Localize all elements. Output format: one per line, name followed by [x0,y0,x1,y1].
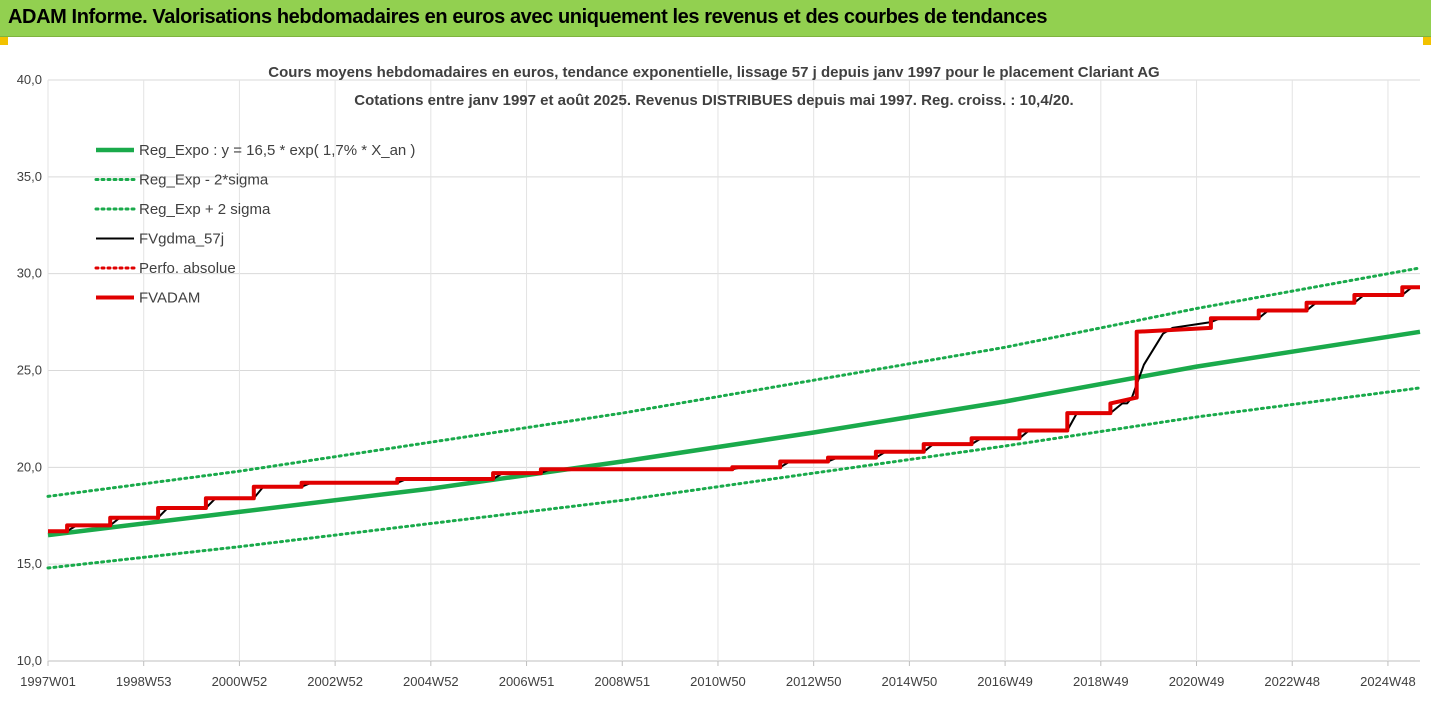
grid [47,79,1420,662]
legend-label-4: Perfo. absolue [139,260,236,277]
series-line-0 [47,329,1421,538]
y-tick-label: 35,0 [17,169,42,184]
x-tick-label: 2022W48 [1264,674,1320,689]
x-axis: 1997W01 1998W53 2000W52 2002W52 2004W52 2006W… [20,661,1416,689]
x-tick-label: 2014W50 [882,674,938,689]
x-tick-label: 2000W52 [212,674,268,689]
y-tick-label: 20,0 [17,459,42,474]
x-tick-label: 2010W50 [690,674,746,689]
series-line-1 [46,386,1422,570]
series-line-2 [46,266,1422,498]
x-tick-label: 2020W49 [1169,674,1225,689]
chart-title-line1: Cours moyens hebdomadaires en euros, ten… [268,64,1159,81]
x-tick-label: 1997W01 [20,674,76,689]
x-tick-label: 2004W52 [403,674,459,689]
y-tick-label: 40,0 [17,72,42,87]
legend: Reg_Expo : y = 16,5 * exp( 1,7% * X_an )… [94,142,415,307]
y-tick-label: 15,0 [17,556,42,571]
legend-label-3: FVgdma_57j [139,231,224,248]
chart-area: 10,0 15,0 20,0 25,0 30,0 35,0 40,0 1997W01 1998… [0,37,1431,718]
x-tick-label: 2016W49 [977,674,1033,689]
legend-label-1: Reg_Exp - 2*sigma [139,172,269,189]
x-tick-label: 2006W51 [499,674,555,689]
series-line-5 [48,285,1420,534]
y-axis: 10,0 15,0 20,0 25,0 30,0 35,0 40,0 [17,72,42,668]
report-banner: ADAM Informe. Valorisations hebdomadaire… [0,0,1431,37]
y-tick-label: 10,0 [17,653,42,668]
legend-label-2: Reg_Exp + 2 sigma [139,201,271,218]
x-tick-label: 2018W49 [1073,674,1129,689]
x-tick-label: 2024W48 [1360,674,1416,689]
corner-marker [1423,37,1431,45]
x-tick-label: 2008W51 [594,674,650,689]
series-group [46,266,1422,570]
legend-label-5: FVADAM [139,290,200,307]
y-tick-label: 30,0 [17,266,42,281]
chart-title-line2: Cotations entre janv 1997 et août 2025. … [354,92,1073,109]
x-tick-label: 2012W50 [786,674,842,689]
x-tick-label: 1998W53 [116,674,172,689]
chart-svg: 10,0 15,0 20,0 25,0 30,0 35,0 40,0 1997W01 1998… [0,37,1431,718]
report-title: ADAM Informe. Valorisations hebdomadaire… [8,6,1048,28]
corner-marker [0,37,8,45]
y-tick-label: 25,0 [17,363,42,378]
legend-label-0: Reg_Expo : y = 16,5 * exp( 1,7% * X_an ) [139,142,415,159]
x-tick-label: 2002W52 [307,674,363,689]
